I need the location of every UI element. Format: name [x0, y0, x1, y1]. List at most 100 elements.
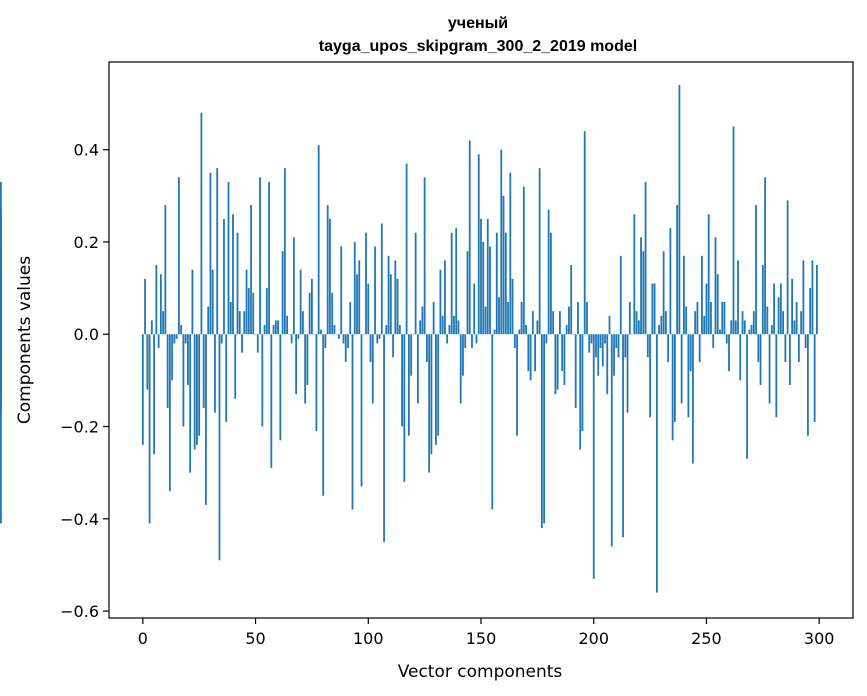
y-tick-label: 0.0 — [74, 325, 99, 344]
bar — [322, 334, 325, 496]
bar — [701, 255, 703, 335]
bar — [604, 334, 606, 344]
bar — [608, 315, 611, 335]
chart-title: ученый — [448, 15, 508, 32]
bar — [721, 301, 724, 335]
bar — [655, 334, 658, 593]
bar — [277, 320, 279, 335]
bar — [761, 265, 764, 335]
bar — [290, 334, 293, 344]
bar — [545, 334, 548, 344]
bar — [592, 334, 595, 579]
bar — [673, 334, 676, 422]
bar — [484, 306, 487, 335]
bar — [211, 269, 214, 335]
bar — [527, 334, 530, 372]
y-tick-label: 0.2 — [74, 233, 99, 252]
bar — [737, 260, 739, 335]
bar — [477, 154, 480, 335]
bar — [250, 205, 252, 335]
bar — [606, 334, 609, 395]
bar — [624, 334, 627, 358]
bar — [338, 334, 340, 339]
bar — [689, 334, 692, 372]
x-tick-label: 50 — [245, 629, 265, 648]
bar — [660, 315, 663, 335]
bar — [511, 278, 514, 335]
bar — [450, 232, 453, 335]
x-tick-label: 300 — [804, 629, 835, 648]
bar — [392, 334, 394, 358]
bar — [640, 237, 642, 335]
bar — [261, 334, 264, 427]
bar — [437, 334, 440, 436]
bar — [369, 334, 372, 362]
bar — [493, 329, 496, 335]
bar — [448, 325, 451, 335]
bar — [743, 320, 746, 335]
bar — [626, 334, 629, 413]
bar — [768, 334, 771, 404]
bar — [489, 246, 491, 335]
bar — [371, 334, 374, 404]
bar — [150, 320, 153, 335]
bar — [326, 205, 329, 335]
bar — [730, 320, 733, 335]
bar — [802, 260, 805, 335]
bar — [340, 246, 343, 335]
bar — [637, 320, 640, 335]
bar — [750, 325, 753, 335]
bar — [157, 334, 160, 349]
bar — [214, 334, 216, 413]
bar — [725, 334, 728, 344]
bar — [184, 334, 187, 344]
bar — [653, 283, 656, 335]
bar — [797, 334, 800, 362]
bar — [804, 334, 807, 349]
bar — [376, 334, 379, 344]
bar — [220, 334, 223, 344]
bar — [741, 311, 744, 335]
bar — [628, 301, 631, 335]
bar — [171, 334, 174, 381]
chart-subtitle: tayga_upos_skipgram_300_2_2019 model — [319, 38, 637, 55]
bar — [405, 163, 408, 335]
bar — [757, 334, 760, 362]
bar — [540, 334, 543, 529]
bar — [304, 334, 307, 404]
bar — [189, 334, 192, 473]
bar — [486, 218, 489, 335]
bar — [462, 334, 464, 376]
bar — [320, 329, 322, 335]
bar — [613, 334, 615, 376]
bar — [446, 334, 449, 344]
bar — [301, 311, 304, 335]
x-tick-label: 100 — [353, 629, 384, 648]
bar — [295, 334, 298, 395]
bar — [809, 288, 812, 335]
bar — [317, 145, 320, 335]
bar — [268, 181, 270, 335]
bar — [466, 251, 469, 335]
bar — [252, 292, 255, 335]
bar — [315, 334, 318, 432]
bar — [577, 301, 579, 335]
bar — [232, 214, 234, 335]
bar — [227, 181, 230, 335]
x-axis-label: Vector components — [398, 662, 563, 682]
bar — [518, 329, 521, 335]
bar — [245, 269, 248, 335]
bar — [187, 334, 189, 385]
bar — [0, 274, 2, 335]
bar — [759, 334, 762, 385]
bar — [705, 283, 708, 335]
bar — [601, 334, 604, 367]
x-tick-label: 250 — [691, 629, 722, 648]
bar — [155, 265, 158, 335]
bar — [649, 334, 651, 418]
bar — [159, 274, 162, 335]
bar — [610, 334, 613, 547]
bar — [403, 334, 406, 482]
bar — [619, 255, 622, 335]
